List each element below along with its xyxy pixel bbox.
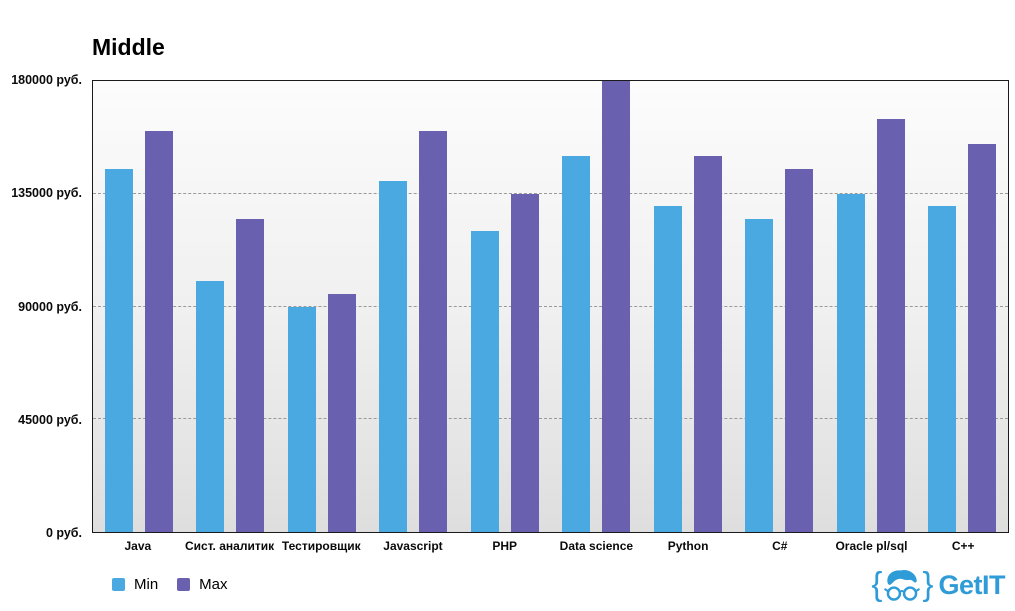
bar-min-6 [653,206,682,532]
bar-group-0 [93,81,185,532]
bar-group-3 [368,81,460,532]
y-tick-label-90000: 90000 руб. [18,299,82,314]
x-category-label-8: Oracle pl/sql [835,539,908,553]
bar-max-2 [327,293,356,532]
bar-max-1 [236,218,265,532]
bar-group-2 [276,81,368,532]
legend-item-min: Min [112,576,158,593]
x-category-label-4: PHP [492,539,517,553]
bar-min-3 [379,181,408,532]
x-category-label-3: Javascript [383,539,443,553]
bar-max-5 [602,81,631,532]
legend: Min Max [112,576,228,593]
x-category-label-0: Java [124,539,152,553]
y-tick-label-135000: 135000 руб. [11,186,82,201]
legend-label-max: Max [199,576,228,593]
gridline-135000 [93,192,1008,194]
bar-max-9 [968,143,997,532]
x-category-label-6: Python [667,539,709,553]
logo: { } GetIT [871,567,1005,603]
bar-min-1 [196,281,225,532]
y-tick-label-45000: 45000 руб. [18,412,82,427]
bar-min-2 [287,306,316,532]
legend-swatch-max [177,578,191,591]
bar-min-9 [928,206,957,532]
bar-group-6 [642,81,734,532]
bar-group-5 [551,81,643,532]
bar-group-8 [825,81,917,532]
legend-swatch-min [112,578,125,591]
x-category-label-1: Сист. аналитик [185,539,275,553]
geek-face-icon [884,570,921,601]
bar-min-5 [562,156,591,532]
gridline-90000 [93,305,1008,307]
plot-area [92,80,1009,533]
logo-text: GetIT [938,569,1005,600]
bar-group-9 [917,81,1009,532]
bar-max-8 [876,118,905,532]
bar-max-3 [419,131,448,532]
bar-min-4 [470,231,499,532]
bar-min-7 [745,218,774,532]
bar-group-1 [185,81,277,532]
bar-max-7 [785,168,814,532]
x-category-label-5: Data science [559,539,634,553]
bar-group-4 [459,81,551,532]
y-axis: 0 руб. 45000 руб. 90000 руб. 135000 руб. 180… [0,73,82,540]
bar-max-0 [144,131,173,532]
y-tick-label-180000: 180000 руб. [11,73,82,87]
bar-min-8 [836,193,865,532]
y-tick-label-0: 0 руб. [45,526,82,540]
x-axis-labels: Java Сист. аналитик Тестировщик Javascript P… [92,539,1009,553]
chart-title: Middle [92,34,165,60]
x-category-label-2: Тестировщик [281,539,361,553]
bar-max-6 [693,156,722,532]
logo-left-brace: { [871,564,883,602]
logo-right-brace: } [922,564,934,602]
bar-group-7 [734,81,826,532]
bars-layer [93,81,1008,532]
bar-min-0 [104,168,133,532]
legend-item-max: Max [177,576,228,593]
gridline-45000 [93,418,1008,420]
legend-label-min: Min [134,576,159,593]
x-category-label-7: C# [772,539,788,553]
bar-max-4 [510,193,539,532]
x-category-label-9: C++ [951,539,975,553]
